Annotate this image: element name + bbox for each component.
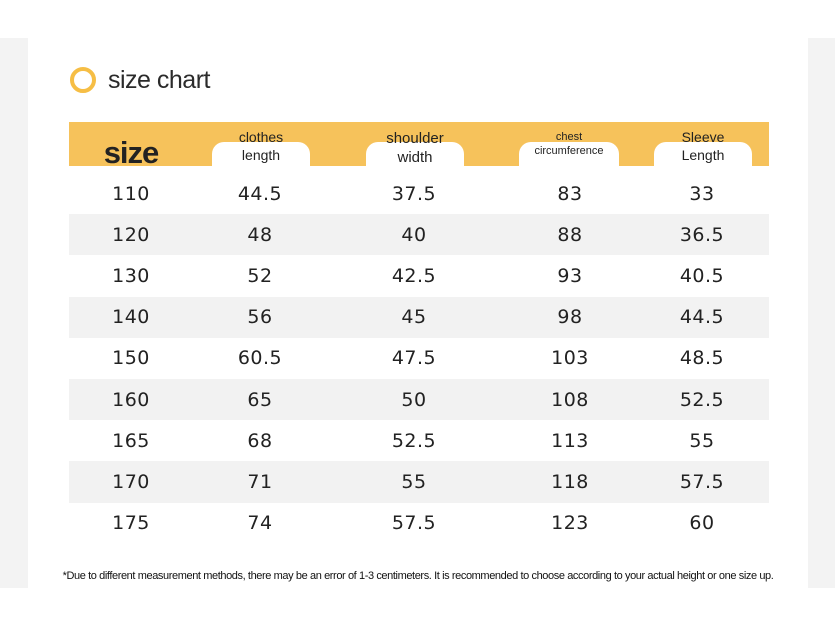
header-shoulder-width: shoulder width [386, 130, 444, 166]
header-notch [212, 142, 310, 166]
cell-sleeve-length: 33 [689, 182, 715, 205]
cell-clothes-length: 52 [247, 264, 273, 287]
measurement-note: *Due to different measurement methods, t… [62, 570, 774, 582]
cell-chest-circumference: 93 [557, 264, 583, 287]
cell-sleeve-length: 52.5 [679, 388, 725, 411]
cell-chest-circumference: 103 [551, 347, 589, 370]
cell-size: 175 [112, 512, 150, 535]
cell-shoulder-width: 55 [401, 470, 427, 493]
cell-size: 170 [112, 470, 150, 493]
header-notch [654, 142, 752, 166]
table-row: 130 52 42.5 93 40.5 [69, 255, 769, 296]
cell-shoulder-width: 50 [401, 388, 427, 411]
cell-sleeve-length: 40.5 [679, 264, 725, 287]
table-row: 110 44.5 37.5 83 33 [69, 173, 769, 214]
cell-chest-circumference: 88 [557, 223, 583, 246]
cell-chest-circumference: 83 [557, 182, 583, 205]
cell-sleeve-length: 36.5 [679, 223, 725, 246]
cell-shoulder-width: 52.5 [391, 429, 437, 452]
header-notch [366, 142, 464, 166]
cell-size: 165 [112, 429, 150, 452]
cell-size: 160 [112, 388, 150, 411]
cell-sleeve-length: 57.5 [679, 470, 725, 493]
cell-shoulder-width: 57.5 [391, 512, 437, 535]
table-row: 150 60.5 47.5 103 48.5 [69, 338, 769, 379]
header-sleeve-length: Sleeve Length [681, 129, 725, 163]
cell-size: 150 [112, 347, 150, 370]
cell-shoulder-width: 47.5 [391, 347, 437, 370]
cell-clothes-length: 68 [247, 429, 273, 452]
cell-chest-circumference: 118 [551, 470, 589, 493]
cell-chest-circumference: 123 [551, 512, 589, 535]
cell-size: 120 [112, 223, 150, 246]
header-clothes-length: clothes length [238, 129, 284, 163]
cell-shoulder-width: 40 [401, 223, 427, 246]
header-notch [519, 142, 619, 166]
cell-sleeve-length: 48.5 [679, 347, 725, 370]
cell-shoulder-width: 37.5 [391, 182, 437, 205]
cell-sleeve-length: 44.5 [679, 306, 725, 329]
table-row: 120 48 40 88 36.5 [69, 214, 769, 256]
cell-clothes-length: 60.5 [237, 347, 283, 370]
cell-clothes-length: 74 [247, 512, 273, 535]
cell-clothes-length: 65 [247, 388, 273, 411]
cell-size: 130 [112, 264, 150, 287]
cell-clothes-length: 48 [247, 223, 273, 246]
table-row: 140 56 45 98 44.5 [69, 296, 769, 338]
cell-clothes-length: 56 [247, 306, 273, 329]
cell-sleeve-length: 55 [689, 429, 715, 452]
header-size: size [103, 135, 160, 170]
table-row: 160 65 50 108 52.5 [69, 378, 769, 421]
table-row: 175 74 57.5 123 60 [69, 503, 769, 544]
cell-size: 110 [112, 182, 150, 205]
cell-shoulder-width: 45 [401, 306, 427, 329]
page-title: size chart [108, 66, 210, 94]
cell-chest-circumference: 113 [551, 429, 589, 452]
cell-clothes-length: 71 [247, 470, 273, 493]
right-margin-band [808, 38, 835, 588]
cell-clothes-length: 44.5 [237, 182, 283, 205]
table-row: 165 68 52.5 113 55 [69, 420, 769, 461]
circle-icon [70, 67, 96, 93]
cell-chest-circumference: 108 [551, 388, 589, 411]
table-row: 170 71 55 118 57.5 [69, 461, 769, 503]
table-body: 110 44.5 37.5 83 33 120 48 40 88 36.5 13… [69, 173, 769, 544]
left-margin-band [0, 38, 28, 588]
cell-sleeve-length: 60 [689, 512, 715, 535]
cell-chest-circumference: 98 [557, 306, 583, 329]
cell-size: 140 [112, 306, 150, 329]
cell-shoulder-width: 42.5 [391, 264, 437, 287]
header-chest-circumference: chest circumference [534, 131, 604, 157]
